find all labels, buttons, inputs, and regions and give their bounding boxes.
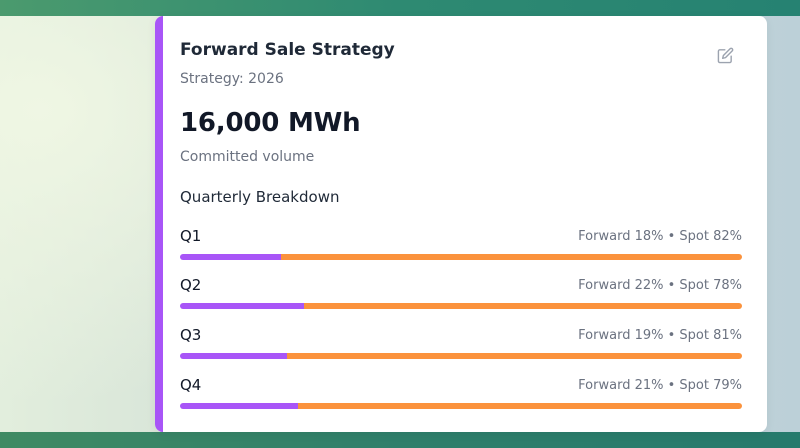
strategy-year: Strategy: 2026 bbox=[180, 71, 284, 87]
spot-segment bbox=[286, 353, 742, 359]
quarter-split-bar bbox=[180, 254, 742, 260]
quarter-split-text: Forward 18% • Spot 82% bbox=[578, 229, 742, 244]
quarter-split-bar bbox=[180, 403, 742, 409]
quarter-row-q3: Q3 Forward 19% • Spot 81% bbox=[180, 326, 742, 360]
quarter-label: Q4 bbox=[180, 376, 202, 394]
committed-volume-label: Committed volume bbox=[180, 149, 315, 165]
card-title: Forward Sale Strategy bbox=[180, 40, 395, 60]
forward-segment bbox=[180, 403, 299, 409]
quarter-label: Q2 bbox=[180, 276, 202, 294]
spot-segment bbox=[303, 303, 742, 309]
edit-icon bbox=[717, 47, 733, 63]
forward-segment bbox=[180, 303, 304, 309]
spot-segment bbox=[298, 403, 742, 409]
quarter-row-q4: Q4 Forward 21% • Spot 79% bbox=[180, 376, 742, 410]
forward-segment bbox=[180, 353, 287, 359]
forward-sale-strategy-card: Forward Sale Strategy Strategy: 2026 16,… bbox=[155, 16, 767, 432]
quarter-label: Q1 bbox=[180, 227, 202, 245]
quarter-row-q1: Q1 Forward 18% • Spot 82% bbox=[180, 227, 742, 261]
forward-segment bbox=[180, 254, 282, 260]
quarter-split-text: Forward 22% • Spot 78% bbox=[578, 278, 742, 293]
quarter-row-q2: Q2 Forward 22% • Spot 78% bbox=[180, 276, 742, 310]
top-background-band bbox=[0, 0, 800, 16]
committed-volume-value: 16,000 MWh bbox=[180, 108, 361, 138]
quarter-split-bar bbox=[180, 353, 742, 359]
quarterly-breakdown-heading: Quarterly Breakdown bbox=[180, 188, 340, 206]
card-accent-stripe bbox=[155, 16, 163, 432]
quarter-label: Q3 bbox=[180, 326, 202, 344]
quarter-split-text: Forward 21% • Spot 79% bbox=[578, 378, 742, 393]
quarter-split-text: Forward 19% • Spot 81% bbox=[578, 328, 742, 343]
quarter-split-bar bbox=[180, 303, 742, 309]
edit-button[interactable] bbox=[715, 45, 735, 65]
bottom-background-band bbox=[0, 432, 800, 448]
spot-segment bbox=[281, 254, 742, 260]
